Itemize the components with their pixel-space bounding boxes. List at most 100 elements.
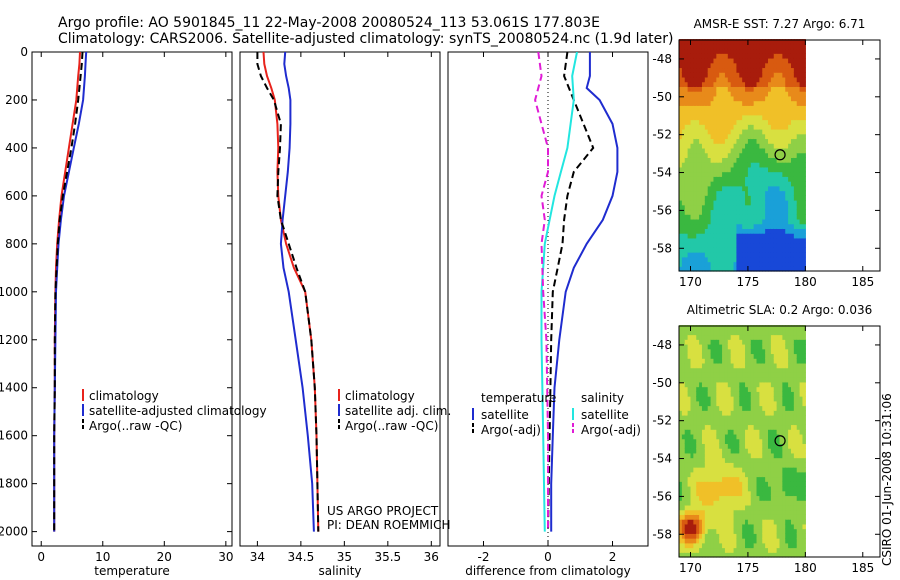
sst_map-cell <box>733 138 738 144</box>
sst_map-cell <box>733 237 738 244</box>
sst_map-cell <box>785 261 789 267</box>
sla_map-cell <box>696 334 700 340</box>
sla_map-cell <box>770 433 775 440</box>
sst_map-cell <box>747 200 752 206</box>
sla_map-cell <box>722 523 726 530</box>
sla_map-cell <box>696 367 700 373</box>
sst_map-cell <box>681 204 686 211</box>
sst_map-cell <box>679 133 683 140</box>
sla_map-cell <box>790 424 795 430</box>
sst_map-cell <box>699 100 703 106</box>
sst_map-cell <box>782 218 786 225</box>
sla_map-cell <box>745 325 749 331</box>
sst_map-cell <box>730 133 735 140</box>
sst_map-cell <box>770 256 775 263</box>
sst_map-cell <box>765 48 769 54</box>
sst_map-cell <box>727 162 732 168</box>
sla_map-cell <box>750 552 755 558</box>
sst_map-ytick-label: -52 <box>652 128 672 142</box>
sst_map-cell <box>693 76 697 83</box>
sla_map-cell <box>701 386 706 392</box>
sla_map-cell <box>736 414 740 421</box>
sla_map-cell <box>699 467 703 473</box>
sla_map-cell <box>759 367 763 373</box>
sst_map-cell <box>701 237 706 244</box>
sla_map-cell <box>768 405 772 411</box>
sla_map-cell <box>693 452 697 459</box>
sla_map-cell <box>696 329 700 336</box>
sla_map-cell <box>713 339 717 345</box>
sla_map-cell <box>690 429 694 435</box>
sla_map-cell <box>733 424 738 430</box>
sst_map-cell <box>736 124 740 130</box>
sla_map-cell <box>742 391 746 397</box>
temperature-xtick-label: 10 <box>95 550 110 564</box>
sla_map-cell <box>681 429 686 435</box>
sst_map-cell <box>704 209 709 215</box>
sst_map-cell <box>770 185 775 192</box>
sla_map-ytick-label: -52 <box>652 414 672 428</box>
sla_map-cell <box>704 452 709 459</box>
sst_map-cell <box>768 62 772 69</box>
sla_map-cell <box>765 339 769 345</box>
sla_map-cell <box>730 504 735 511</box>
sst_map-cell <box>750 233 755 239</box>
sla_map-cell <box>736 367 740 373</box>
sst_map-cell <box>701 147 706 154</box>
sst_map-cell <box>724 152 729 158</box>
sla_map-cell <box>793 476 798 482</box>
sla_map-cell <box>759 381 763 388</box>
sst_map-cell <box>802 242 806 248</box>
sla_map-cell <box>793 405 798 411</box>
sla_map-cell <box>753 329 758 336</box>
sst_map-cell <box>802 110 806 116</box>
sst_map-cell <box>679 95 683 102</box>
sst_map-cell <box>696 176 700 182</box>
sla_map-cell <box>710 419 715 426</box>
sla_map-cell <box>779 343 783 350</box>
sst_map-cell <box>696 91 700 97</box>
sst_map-cell <box>733 57 738 64</box>
sla_map-cell <box>785 381 789 388</box>
sla_map-cell <box>756 400 760 407</box>
sla_map-cell <box>701 438 706 444</box>
sst_map-cell <box>713 171 717 177</box>
sst_map-cell <box>768 86 772 92</box>
sla_map-cell <box>707 533 712 539</box>
sla_map-cell <box>710 481 715 487</box>
sst_map-cell <box>770 195 775 201</box>
sla_map-cell <box>788 433 792 440</box>
sla_map-cell <box>756 339 760 345</box>
sst_map-cell <box>756 223 760 229</box>
sla_map-cell <box>776 372 781 378</box>
sla_map-cell <box>785 343 789 350</box>
sst_map-cell <box>707 128 712 135</box>
temperature-xlabel: temperature <box>94 564 169 578</box>
sla_map-cells <box>679 325 806 558</box>
sla_map-cell <box>727 339 732 345</box>
sst_map-cell <box>713 214 717 220</box>
sla_map-cell <box>693 325 697 331</box>
sst_map-cell <box>701 105 706 111</box>
sla_map-xtick-label: 175 <box>736 561 759 575</box>
sst_map-cell <box>699 181 703 187</box>
sst_map-cell <box>684 110 689 116</box>
sla_map-cell <box>719 514 723 520</box>
sst_map-cell <box>716 67 720 73</box>
sst_map-cell <box>759 214 763 220</box>
sst_map-cell <box>768 209 772 215</box>
sst_map-cell <box>770 119 775 125</box>
sst_map-cell <box>753 228 758 234</box>
sla_map-cell <box>719 504 723 511</box>
sst_map-cell <box>782 181 786 187</box>
sla_map-cell <box>679 433 683 440</box>
sst_map-cell <box>722 185 726 192</box>
sst_map-cell <box>756 200 760 206</box>
sst_map-cell <box>773 100 778 106</box>
sst_map-cell <box>790 39 795 45</box>
sst_map-cell <box>687 110 692 116</box>
sla_map-cell <box>687 481 692 487</box>
sla_map-cell <box>796 504 801 511</box>
sla_map-cell <box>722 362 726 369</box>
sla_map-cell <box>762 438 766 444</box>
